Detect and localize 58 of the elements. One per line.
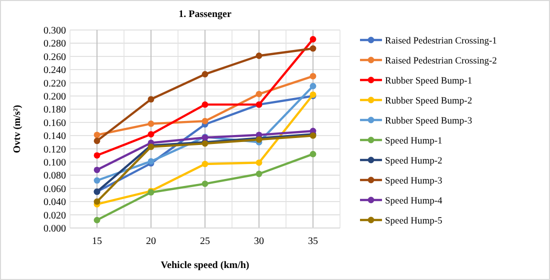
y-tick-label: 0.040 bbox=[44, 197, 66, 208]
y-tick-label: 0.260 bbox=[44, 52, 66, 63]
y-axis-title: Ovtv (m/s²) bbox=[12, 104, 23, 154]
point bbox=[310, 150, 316, 158]
x-tick-label: 25 bbox=[200, 236, 210, 247]
point bbox=[202, 118, 208, 124]
point bbox=[94, 132, 100, 138]
point bbox=[202, 71, 208, 78]
point bbox=[256, 52, 262, 59]
legend-label: Speed Hump-5 bbox=[385, 216, 443, 226]
x-tick-label: 35 bbox=[308, 236, 318, 247]
x-tick-label: 15 bbox=[92, 236, 102, 247]
point bbox=[310, 45, 316, 52]
x-axis-title: Vehicle speed (km/h) bbox=[160, 260, 250, 271]
point bbox=[94, 216, 100, 224]
point bbox=[94, 152, 100, 159]
point bbox=[310, 36, 316, 42]
legend-label: Raised Pedestrian Crossing-2 bbox=[385, 56, 498, 66]
x-tick-label: 30 bbox=[254, 236, 264, 247]
y-tick-label: 0.060 bbox=[44, 184, 66, 195]
legend-label: Rubber Speed Bump-3 bbox=[385, 116, 472, 126]
y-tick-label: 0.020 bbox=[44, 210, 66, 222]
point bbox=[148, 131, 154, 138]
chart-title: 1. Passenger bbox=[178, 9, 232, 20]
y-tick-label: 0.160 bbox=[44, 118, 66, 129]
y-tick-label: 0.220 bbox=[44, 78, 66, 90]
y-tick-label: 0.180 bbox=[44, 104, 66, 116]
point bbox=[148, 120, 154, 127]
legend-label: Speed Hump-1 bbox=[385, 136, 443, 146]
legend-label: Raised Pedestrian Crossing-1 bbox=[385, 36, 498, 46]
point bbox=[310, 82, 316, 90]
point bbox=[148, 96, 154, 102]
y-tick-label: 0.100 bbox=[44, 158, 66, 168]
y-tick-label: 0.080 bbox=[44, 170, 66, 182]
point bbox=[94, 138, 100, 144]
point bbox=[94, 177, 100, 184]
y-tick-label: 0.000 bbox=[44, 224, 66, 234]
y-tick-label: 0.200 bbox=[44, 92, 66, 102]
point bbox=[94, 198, 100, 205]
y-tick-label: 0.300 bbox=[44, 26, 66, 36]
point bbox=[256, 90, 262, 98]
legend-label: Rubber Speed Bump-2 bbox=[385, 96, 472, 106]
y-tick-label: 0.120 bbox=[44, 144, 66, 156]
legend-label: Speed Hump-4 bbox=[385, 196, 443, 206]
y-tick-label: 0.240 bbox=[44, 65, 66, 76]
point bbox=[202, 160, 208, 168]
y-tick-label: 0.280 bbox=[44, 38, 66, 50]
point bbox=[202, 180, 208, 187]
point bbox=[256, 159, 262, 166]
y-tick-label: 0.140 bbox=[44, 131, 66, 142]
point bbox=[310, 73, 316, 80]
legend-label: Speed Hump-2 bbox=[385, 156, 443, 166]
x-tick-label: 20 bbox=[146, 236, 156, 247]
legend-label: Speed Hump-3 bbox=[385, 176, 443, 186]
point bbox=[94, 166, 100, 174]
point bbox=[202, 101, 208, 108]
legend-label: Rubber Speed Bump-1 bbox=[385, 76, 472, 86]
point bbox=[256, 170, 262, 178]
